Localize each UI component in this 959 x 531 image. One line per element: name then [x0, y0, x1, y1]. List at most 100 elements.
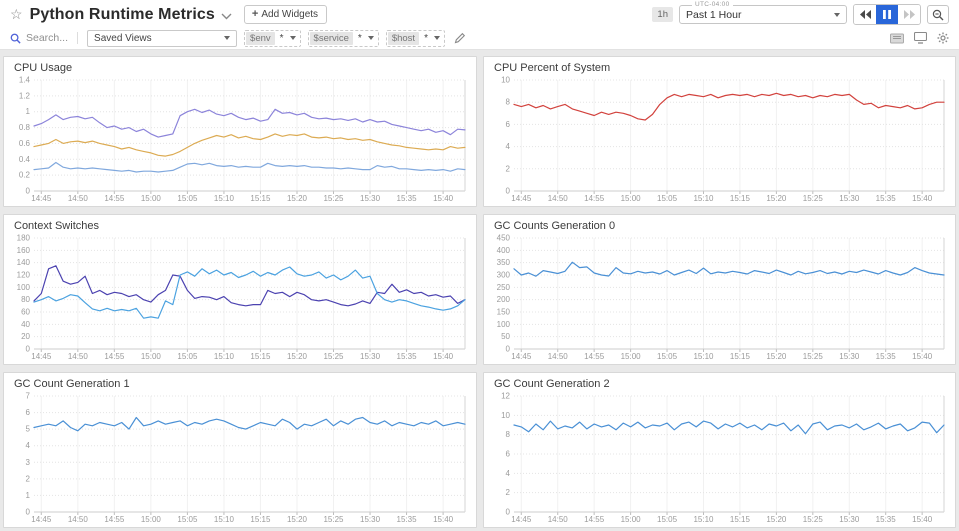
template-var-service[interactable]: $service *	[307, 29, 379, 47]
svg-text:450: 450	[497, 234, 511, 243]
settings-button[interactable]	[937, 32, 949, 44]
template-var-value: *	[279, 32, 284, 44]
svg-text:14:50: 14:50	[548, 515, 569, 524]
chart-panel-context-switches: Context Switches 14:45 14:50 14:55 15:00 15:…	[3, 214, 477, 365]
caret-down-icon	[433, 36, 440, 40]
svg-text:15:40: 15:40	[433, 515, 454, 524]
svg-text:7: 7	[26, 392, 31, 401]
svg-text:120: 120	[17, 271, 31, 280]
notebook-button[interactable]	[890, 33, 904, 44]
svg-text:15:20: 15:20	[287, 515, 308, 524]
chart-panel-gc-gen0: GC Counts Generation 0 14:45 14:50 14:55 15…	[483, 214, 956, 365]
svg-text:15:30: 15:30	[360, 515, 381, 524]
svg-text:100: 100	[497, 320, 511, 329]
svg-text:15:35: 15:35	[876, 515, 897, 524]
search-placeholder: Search...	[26, 32, 69, 44]
svg-text:6: 6	[506, 120, 511, 129]
divider	[77, 32, 79, 44]
svg-text:15:40: 15:40	[433, 194, 454, 203]
add-widgets-button[interactable]: + Add Widgets	[243, 5, 328, 24]
svg-text:15:40: 15:40	[433, 352, 454, 361]
template-var-host[interactable]: $host *	[385, 29, 445, 47]
star-icon[interactable]: ☆	[10, 6, 23, 22]
template-var-env[interactable]: $env *	[244, 29, 301, 47]
svg-text:150: 150	[497, 308, 511, 317]
svg-text:60: 60	[21, 308, 30, 317]
chevron-down-icon[interactable]	[221, 7, 232, 25]
svg-text:80: 80	[21, 295, 30, 304]
svg-text:0.8: 0.8	[19, 123, 31, 132]
svg-text:2: 2	[506, 164, 511, 173]
svg-text:4: 4	[506, 142, 511, 151]
time-range-select[interactable]: UTC-04:00 Past 1 Hour	[679, 1, 847, 24]
svg-text:180: 180	[17, 234, 31, 243]
search-icon	[10, 33, 21, 44]
graph-zoom-out-button[interactable]	[927, 5, 949, 24]
svg-text:14:50: 14:50	[68, 352, 89, 361]
svg-text:140: 140	[17, 258, 31, 267]
svg-text:0: 0	[506, 345, 511, 354]
chart-panel-gc-gen1: GC Count Generation 1 14:45 14:50 14:55 15:…	[3, 372, 477, 528]
svg-text:14:50: 14:50	[68, 515, 89, 524]
svg-text:15:05: 15:05	[177, 515, 198, 524]
svg-text:15:40: 15:40	[912, 515, 933, 524]
fast-forward-icon	[903, 10, 915, 19]
zoom-out-icon	[932, 9, 944, 20]
svg-text:15:20: 15:20	[287, 194, 308, 203]
svg-text:3: 3	[26, 458, 31, 467]
top-bar: ☆ Python Runtime Metrics + Add Widgets 1…	[0, 0, 959, 27]
svg-text:14:45: 14:45	[31, 194, 52, 203]
svg-text:14:45: 14:45	[511, 194, 532, 203]
svg-text:15:25: 15:25	[803, 352, 824, 361]
pause-button[interactable]	[876, 5, 898, 24]
svg-text:14:45: 14:45	[31, 352, 52, 361]
svg-text:15:40: 15:40	[912, 352, 933, 361]
chart-plot-area[interactable]: 14:45 14:50 14:55 15:00 15:05 15:10 15:15 15:20…	[8, 75, 472, 204]
svg-text:15:00: 15:00	[621, 515, 642, 524]
chart-title: CPU Percent of System	[494, 62, 611, 74]
tv-screen-icon	[914, 32, 927, 44]
template-var-name: $host	[387, 31, 420, 45]
search-input[interactable]: Search...	[10, 32, 68, 44]
chart-plot-area[interactable]: 14:45 14:50 14:55 15:00 15:05 15:10 15:15 15:20…	[8, 391, 472, 525]
chart-panel-cpu-usage: CPU Usage 14:45 14:50 14:55 15:00 15:05 15:10…	[3, 56, 477, 207]
fast-forward-button[interactable]	[898, 5, 920, 24]
svg-text:15:40: 15:40	[912, 194, 933, 203]
svg-text:250: 250	[497, 283, 511, 292]
svg-text:15:00: 15:00	[621, 352, 642, 361]
chart-plot-area[interactable]: 14:45 14:50 14:55 15:00 15:05 15:10 15:15 15:20…	[8, 233, 472, 362]
time-preset-badge[interactable]: 1h	[652, 7, 673, 22]
caret-down-icon	[367, 36, 374, 40]
pause-icon	[883, 10, 891, 19]
notebook-icon	[890, 33, 904, 43]
svg-text:14:55: 14:55	[104, 352, 125, 361]
svg-text:15:10: 15:10	[693, 515, 714, 524]
rewind-button[interactable]	[854, 5, 876, 24]
chart-plot-area[interactable]: 14:45 14:50 14:55 15:00 15:05 15:10 15:15 15:20…	[488, 391, 951, 525]
edit-template-vars-button[interactable]	[454, 32, 466, 44]
svg-text:15:25: 15:25	[323, 352, 344, 361]
svg-text:15:30: 15:30	[839, 194, 860, 203]
plus-icon: +	[251, 8, 259, 20]
template-var-value: *	[424, 32, 428, 44]
chart-panel-cpu-percent: CPU Percent of System 14:45 14:50 14:55 15:…	[483, 56, 956, 207]
caret-down-icon	[834, 12, 840, 17]
svg-text:15:35: 15:35	[397, 515, 418, 524]
tv-mode-button[interactable]	[914, 32, 927, 44]
svg-text:15:20: 15:20	[766, 515, 787, 524]
svg-text:14:45: 14:45	[511, 515, 532, 524]
template-var-name: $service	[309, 31, 353, 45]
svg-text:4: 4	[26, 441, 31, 450]
svg-text:200: 200	[497, 295, 511, 304]
svg-text:15:00: 15:00	[141, 352, 162, 361]
chart-plot-area[interactable]: 14:45 14:50 14:55 15:00 15:05 15:10 15:15 15:20…	[488, 75, 951, 204]
gear-icon	[937, 32, 949, 44]
chart-plot-area[interactable]: 14:45 14:50 14:55 15:00 15:05 15:10 15:15 15:20…	[488, 233, 951, 362]
svg-text:15:25: 15:25	[803, 515, 824, 524]
svg-text:1.2: 1.2	[19, 91, 31, 100]
filter-toolbar: Search... Saved Views $env * $service * …	[0, 27, 959, 50]
svg-text:15:05: 15:05	[657, 194, 678, 203]
caret-down-icon	[224, 36, 231, 40]
chart-title: Context Switches	[14, 220, 99, 232]
saved-views-select[interactable]: Saved Views	[87, 29, 238, 47]
